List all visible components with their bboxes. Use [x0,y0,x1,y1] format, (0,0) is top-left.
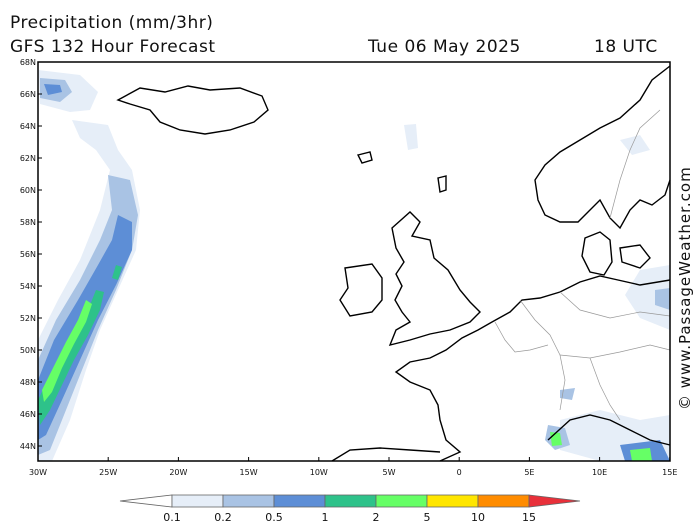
ireland-coast [339,263,383,317]
iceland-coast [116,85,269,135]
precipitation-shading [38,70,670,461]
longitude-label: 15E [662,468,677,477]
longitude-label: 5E [524,468,534,477]
colorbar-low-arrow [119,494,173,508]
denmark-coast [581,231,613,276]
latitude-label: 52N [20,314,36,323]
latitude-label: 62N [20,154,36,163]
latitude-label: 56N [20,250,36,259]
longitude-label: 5W [383,468,396,477]
colorbar-label: 1 [321,511,329,524]
latitude-label: 48N [20,378,36,387]
country-borders [494,109,671,421]
forecast-date: Tue 06 May 2025 [368,37,521,57]
colorbar-segment [273,494,326,508]
colorbar-segment [222,494,275,508]
longitude-label: 10E [592,468,607,477]
colorbar-segment [426,494,479,508]
latitude-label: 50N [20,346,36,355]
longitude-label: 15W [240,468,258,477]
faroe-coast [356,151,373,164]
chart-title: Precipitation (mm/3hr) [10,13,214,33]
colorbar-label: 15 [522,511,536,524]
latitude-label: 66N [20,90,36,99]
colorbar-segment [375,494,428,508]
mediterranean-coast [547,414,671,446]
longitude-label: 25W [99,468,117,477]
latitude-label: 54N [20,282,36,291]
map-background [38,62,670,461]
longitude-label: 30W [29,468,47,477]
latitude-label: 46N [20,410,36,419]
latitude-label: 60N [20,186,36,195]
credit-watermark: © www.PassageWeather.com [676,166,694,410]
colorbar-label: 2 [372,511,380,524]
latitude-label: 58N [20,218,36,227]
colorbar-label: 0.5 [265,511,283,524]
latitude-axis: 68N 66N 64N 62N 60N 58N 56N 54N 52N 50N 48N 46N 44N [20,58,42,451]
colorbar-segment [477,494,530,508]
colorbar-high-arrow [528,494,581,508]
colorbar-label: 5 [423,511,431,524]
sweden-south-coast [619,244,651,269]
colorbar [119,494,581,508]
longitude-label: 10W [310,468,328,477]
longitude-axis: 30W 25W 20W 15W 10W 5W 0 5E 10E 15E [29,457,677,477]
forecast-subtitle: GFS 132 Hour Forecast [10,37,216,57]
shetland-coast [437,175,447,193]
longitude-label: 20W [169,468,187,477]
forecast-time: 18 UTC [594,37,658,57]
colorbar-label: 10 [471,511,485,524]
colorbar-segment [171,494,224,508]
spain-coast [331,447,441,462]
europe-coast [394,275,671,462]
great-britain-coast [388,211,481,347]
coastlines [116,65,671,462]
latitude-label: 44N [20,442,36,451]
colorbar-segment [324,494,377,508]
latitude-label: 64N [20,122,36,131]
colorbar-label: 0.1 [163,511,181,524]
colorbar-label: 0.2 [214,511,232,524]
latitude-label: 68N [20,58,36,67]
norway-coast [534,65,671,230]
map-frame [37,61,671,462]
longitude-label: 0 [457,468,462,477]
